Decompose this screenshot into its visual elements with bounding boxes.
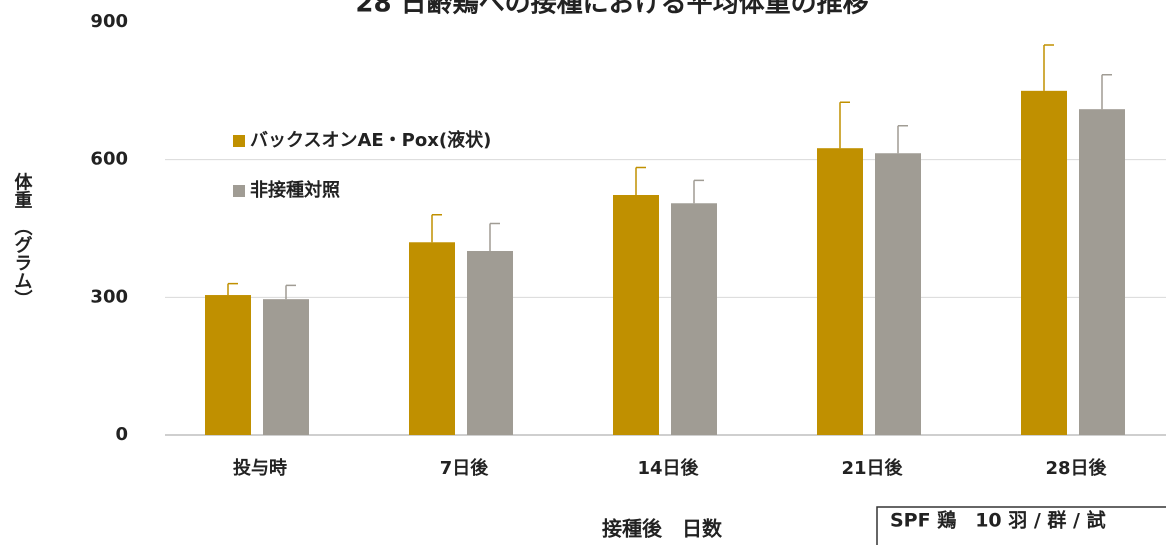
bar [817,148,863,435]
x-tick-label: 21日後 [841,457,903,479]
x-tick-label: 投与時 [233,457,287,479]
error-bar [489,222,500,251]
error-bar [1043,44,1054,91]
legend-swatch [233,135,245,147]
error-bar [285,284,296,300]
legend-label: バックスオンAE・Pox(液状) [250,129,491,151]
y-tick-label: 300 [90,286,128,307]
bar [205,295,251,435]
error-bar [1101,74,1112,110]
bar [263,299,309,435]
note-box [876,506,1166,545]
note-text: SPF 鶏 10 羽 / 群 / 試 [890,509,1106,532]
x-tick-label: 14日後 [637,457,699,479]
bar [1021,90,1067,435]
chart-title: 28 日齢鶏への接種における平均体重の推移 [355,0,868,19]
x-tick-label: 7日後 [440,457,490,479]
bar [1079,109,1125,435]
bar [671,203,717,435]
error-bar [839,101,850,149]
bar [409,242,455,435]
error-bar [431,213,442,243]
bar [613,195,659,435]
error-bar [635,166,646,196]
error-bar [693,179,704,204]
error-bar [227,282,238,296]
y-axis-title: 体重 （グラム） [12,171,33,307]
y-tick-label: 900 [90,11,128,32]
y-tick-label: 600 [90,149,128,170]
legend-label: 非接種対照 [250,179,340,201]
error-bar [897,124,908,154]
x-tick-label: 28日後 [1045,457,1107,479]
legend-swatch [233,185,245,197]
x-axis-title: 接種後 日数 [602,517,723,541]
bar [467,250,513,435]
bar [875,153,921,435]
y-tick-label: 0 [115,424,128,445]
